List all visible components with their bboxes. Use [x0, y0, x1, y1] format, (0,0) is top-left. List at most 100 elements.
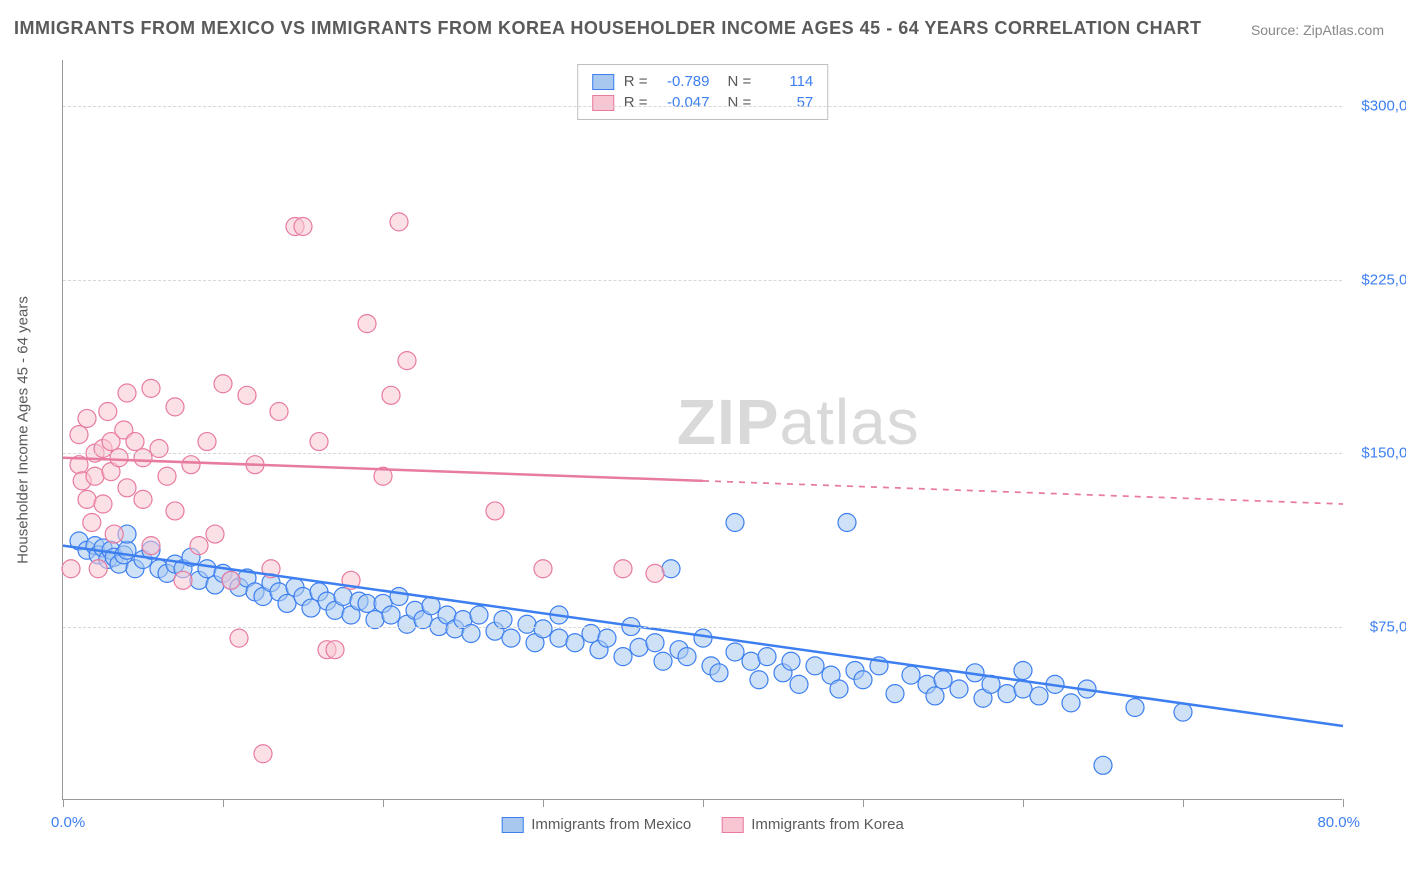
data-point [166, 502, 184, 520]
data-point [166, 398, 184, 416]
x-axis-min-label: 0.0% [51, 814, 85, 831]
data-point [105, 525, 123, 543]
data-point [222, 571, 240, 589]
data-point [206, 525, 224, 543]
gridline [63, 106, 1342, 107]
r-label: R = [624, 94, 648, 111]
x-tick [1183, 799, 1184, 807]
data-point [126, 433, 144, 451]
data-point [806, 657, 824, 675]
data-point [998, 685, 1016, 703]
data-point [198, 433, 216, 451]
data-point [1094, 756, 1112, 774]
data-point [694, 629, 712, 647]
data-point [926, 687, 944, 705]
legend-series-item: Immigrants from Korea [721, 816, 904, 833]
source-label: Source: ZipAtlas.com [1251, 22, 1384, 38]
data-point [726, 643, 744, 661]
regression-line-extrapolated [703, 481, 1343, 504]
data-point [534, 620, 552, 638]
y-tick-label: $300,000 [1344, 98, 1406, 115]
legend-swatch [721, 817, 743, 833]
n-value: 57 [761, 94, 813, 111]
x-tick [1343, 799, 1344, 807]
y-axis-label: Householder Income Ages 45 - 64 years [15, 296, 32, 564]
data-point [678, 648, 696, 666]
data-point [614, 648, 632, 666]
data-point [142, 537, 160, 555]
data-point [198, 560, 216, 578]
legend-correlation-row: R =-0.047N =57 [592, 92, 814, 113]
x-tick [543, 799, 544, 807]
data-point [99, 403, 117, 421]
scatter-plot-svg [63, 60, 1342, 799]
chart-title: IMMIGRANTS FROM MEXICO VS IMMIGRANTS FRO… [14, 18, 1202, 39]
y-tick-label: $225,000 [1344, 271, 1406, 288]
data-point [646, 634, 664, 652]
data-point [1030, 687, 1048, 705]
legend-series-label: Immigrants from Korea [751, 816, 904, 833]
data-point [614, 560, 632, 578]
data-point [830, 680, 848, 698]
data-point [550, 629, 568, 647]
data-point [110, 449, 128, 467]
data-point [398, 352, 416, 370]
n-value: 114 [761, 73, 813, 90]
data-point [470, 606, 488, 624]
data-point [390, 588, 408, 606]
data-point [486, 502, 504, 520]
regression-line [63, 546, 1343, 726]
data-point [390, 213, 408, 231]
data-point [142, 379, 160, 397]
data-point [886, 685, 904, 703]
data-point [790, 675, 808, 693]
legend-swatch [501, 817, 523, 833]
data-point [1062, 694, 1080, 712]
data-point [950, 680, 968, 698]
data-point [838, 514, 856, 532]
data-point [1174, 703, 1192, 721]
data-point [646, 564, 664, 582]
data-point [902, 666, 920, 684]
legend-correlation-row: R =-0.789N =114 [592, 71, 814, 92]
data-point [334, 588, 352, 606]
data-point [502, 629, 520, 647]
data-point [598, 629, 616, 647]
legend-series: Immigrants from Mexico Immigrants from Ko… [501, 816, 904, 833]
data-point [566, 634, 584, 652]
data-point [1014, 662, 1032, 680]
data-point [654, 652, 672, 670]
gridline [63, 453, 1342, 454]
data-point [326, 641, 344, 659]
data-point [934, 671, 952, 689]
data-point [134, 449, 152, 467]
data-point [83, 514, 101, 532]
gridline [63, 627, 1342, 628]
legend-swatch [592, 95, 614, 111]
chart-area: Householder Income Ages 45 - 64 years ZI… [62, 60, 1342, 800]
data-point [134, 490, 152, 508]
legend-series-label: Immigrants from Mexico [531, 816, 691, 833]
data-point [238, 386, 256, 404]
data-point [89, 560, 107, 578]
x-tick [383, 799, 384, 807]
data-point [662, 560, 680, 578]
legend-series-item: Immigrants from Mexico [501, 816, 691, 833]
data-point [742, 652, 760, 670]
y-tick-label: $75,000 [1344, 618, 1406, 635]
data-point [358, 594, 376, 612]
r-label: R = [624, 73, 648, 90]
data-point [158, 467, 176, 485]
data-point [174, 571, 192, 589]
data-point [254, 745, 272, 763]
data-point [78, 490, 96, 508]
data-point [62, 560, 80, 578]
data-point [182, 456, 200, 474]
data-point [70, 426, 88, 444]
x-tick [863, 799, 864, 807]
data-point [854, 671, 872, 689]
gridline [63, 280, 1342, 281]
y-tick-label: $150,000 [1344, 445, 1406, 462]
data-point [518, 615, 536, 633]
data-point [382, 386, 400, 404]
